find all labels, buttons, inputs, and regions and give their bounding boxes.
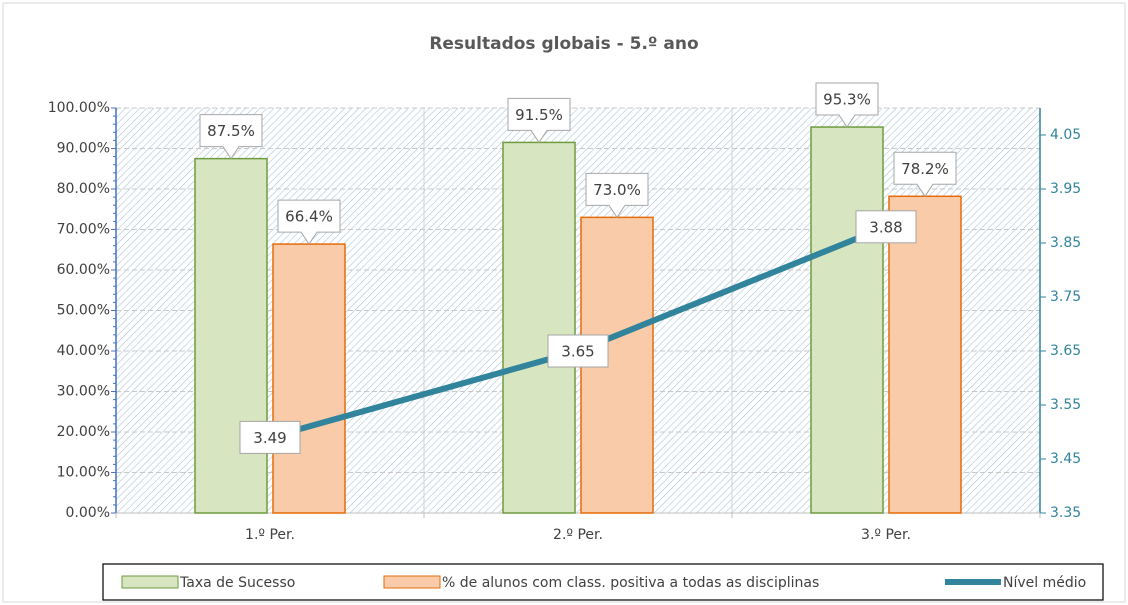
y2-tick-label: 3.55 <box>1050 397 1081 413</box>
y-tick-label: 80.00% <box>57 181 110 197</box>
y-tick-label: 50.00% <box>57 303 110 319</box>
data-label: 66.4% <box>285 208 333 226</box>
callout-box <box>507 97 571 144</box>
legend-swatch <box>383 575 441 589</box>
y-tick-label: 100.00% <box>48 100 110 116</box>
x-tick-label: 2.º Per. <box>553 527 603 543</box>
callout-box <box>815 82 879 128</box>
data-label: 3.49 <box>253 429 286 447</box>
y-tick-label: 10.00% <box>57 465 110 481</box>
y-tick-label: 0.00% <box>66 505 110 521</box>
line-label-box <box>239 420 301 454</box>
legend-label: % de alunos com class. positiva a todas … <box>442 575 819 591</box>
data-label: 91.5% <box>515 106 563 124</box>
y2-tick-label: 3.65 <box>1050 343 1081 359</box>
y-tick-label: 60.00% <box>57 262 110 278</box>
data-label: 3.65 <box>561 343 594 361</box>
y2-tick-label: 3.45 <box>1050 451 1081 467</box>
y2-tick-label: 3.75 <box>1050 289 1081 305</box>
x-tick-label: 1.º Per. <box>245 527 295 543</box>
line-label-box <box>547 334 609 368</box>
data-label: 95.3% <box>823 91 871 109</box>
legend-swatch <box>121 575 179 589</box>
callout-box <box>893 151 957 198</box>
bar <box>502 141 576 514</box>
y2-tick-label: 4.05 <box>1050 127 1081 143</box>
y-tick-label: 20.00% <box>57 424 110 440</box>
data-label: 78.2% <box>901 160 949 178</box>
callout-box <box>199 114 263 160</box>
legend-box <box>102 563 1104 601</box>
y2-tick-label: 3.35 <box>1050 505 1081 521</box>
callout-box <box>277 199 341 245</box>
bar <box>810 126 884 514</box>
y2-tick-label: 3.85 <box>1050 235 1081 251</box>
y-tick-label: 30.00% <box>57 384 110 400</box>
bar <box>272 243 346 514</box>
data-label: 87.5% <box>207 122 255 140</box>
bar <box>194 157 268 514</box>
y2-tick-label: 3.95 <box>1050 181 1081 197</box>
callout-box <box>585 172 649 219</box>
legend-label: Nível médio <box>1003 575 1086 591</box>
chart-title: Resultados globais - 5.º ano <box>429 34 698 54</box>
bar <box>888 195 962 514</box>
legend-label: Taxa de Sucesso <box>179 575 295 591</box>
data-label: 3.88 <box>869 218 902 236</box>
y-tick-label: 90.00% <box>57 141 110 157</box>
x-tick-label: 3.º Per. <box>861 527 911 543</box>
data-label: 73.0% <box>593 181 641 199</box>
y-tick-label: 70.00% <box>57 222 110 238</box>
y-tick-label: 40.00% <box>57 343 110 359</box>
line-label-box <box>855 210 917 244</box>
